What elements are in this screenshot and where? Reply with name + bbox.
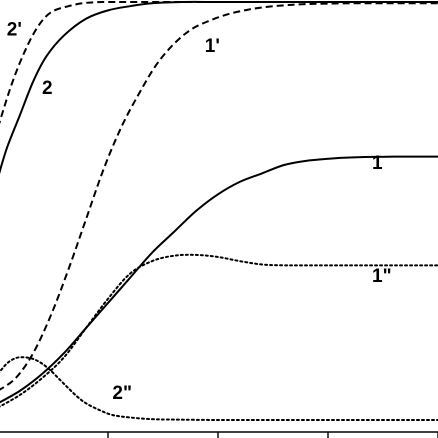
series-line-s1dprime (0, 253, 438, 408)
series-label-s1: 1 (372, 153, 383, 174)
x-axis (0, 431, 438, 438)
series-label-s1prime: 1' (205, 36, 220, 57)
series-labels: 2' 2 1' 1 1" 2" (7, 19, 392, 404)
series-line-s2dprime (0, 356, 438, 422)
series-label-s1dprime: 1" (372, 266, 392, 287)
series-line-s1prime (0, 2, 438, 391)
series-label-s2dprime: 2" (112, 383, 132, 404)
series-lines (0, 0, 438, 422)
series-line-s2prime (0, 0, 438, 125)
series-label-s2prime: 2' (7, 19, 22, 40)
series-label-s2: 2 (42, 78, 53, 99)
series-line-s2 (0, 0, 438, 175)
series-line-s1 (0, 155, 438, 404)
